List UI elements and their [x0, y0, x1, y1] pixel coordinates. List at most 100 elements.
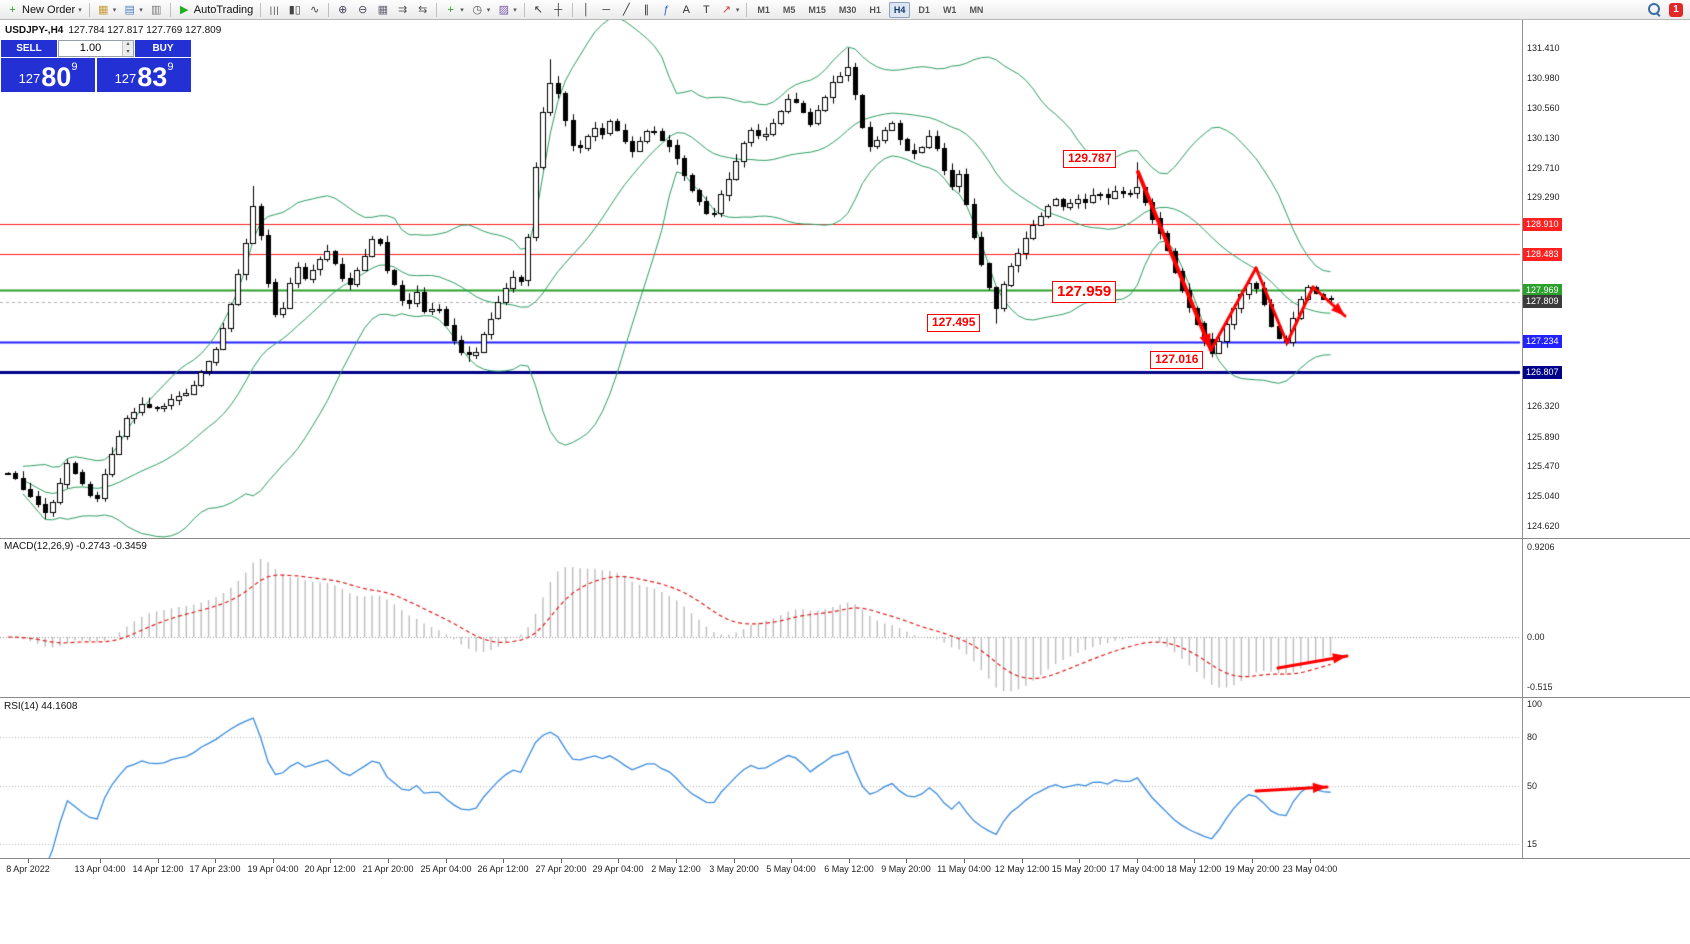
macd-indicator-label: MACD(12,26,9) -0.2743 -0.3459 [4, 541, 147, 552]
indicators-button[interactable]: + ▾ [441, 1, 467, 19]
time-axis-label: 6 May 12:00 [824, 864, 874, 874]
time-axis-tick [906, 859, 907, 863]
time-axis-label: 14 Apr 12:00 [132, 864, 184, 874]
price-axis-label: 130.560 [1527, 103, 1560, 113]
profiles-button[interactable]: ▤ ▾ [120, 1, 146, 19]
time-axis-label: 8 Apr 2022 [6, 864, 50, 874]
time-axis-label: 3 May 20:00 [709, 864, 759, 874]
price-level-badge: 128.483 [1523, 248, 1562, 261]
cursor-button[interactable]: ↖ [529, 1, 548, 19]
toolbar-separator [169, 2, 171, 17]
new-chart-button[interactable]: ▦ ▾ [94, 1, 120, 19]
autotrading-button[interactable]: ▶ AutoTrading [175, 1, 257, 19]
horizontal-line-button[interactable]: ─ [597, 1, 616, 19]
notification-badge[interactable]: 1 [1669, 2, 1683, 17]
time-axis-tick [849, 859, 850, 863]
time-axis-tick [388, 859, 389, 863]
cursor-icon: ↖ [533, 3, 543, 16]
price-axis-label: 130.130 [1527, 133, 1560, 143]
macd-panel-canvas[interactable] [0, 538, 1690, 698]
time-axis-label: 12 May 12:00 [994, 864, 1050, 874]
price-axis-separator[interactable] [1522, 20, 1523, 876]
timeframe-m30-button[interactable]: M30 [838, 4, 857, 15]
toolbar-separator [436, 2, 438, 17]
horizontal-line-icon: ─ [602, 3, 611, 16]
new-order-button[interactable]: + New Order ▾ [3, 1, 85, 19]
vertical-line-button[interactable]: │ [577, 1, 596, 19]
search-icon[interactable] [1648, 3, 1661, 16]
timeframe-d1-button[interactable]: D1 [918, 4, 930, 15]
time-axis-tick [273, 859, 274, 863]
buy-price-button[interactable]: 127 83 9 [97, 58, 191, 92]
rsi-axis-label: 50 [1527, 781, 1538, 791]
arrows-button[interactable]: ↗ ▾ [717, 1, 743, 19]
time-axis-label: 26 Apr 12:00 [477, 864, 529, 874]
price-level-badge: 127.969 [1523, 284, 1562, 297]
timeframe-h4-button[interactable]: H4 [888, 1, 911, 18]
line-chart-button[interactable]: ∿ [305, 1, 324, 19]
candlestick-chart-icon: ▮▯ [288, 3, 301, 16]
zoom-in-button[interactable]: ⊕ [333, 1, 352, 19]
crosshair-icon: ┼ [554, 3, 563, 16]
main-chart-canvas[interactable] [0, 20, 1690, 538]
macd-axis-label: 0.9206 [1527, 542, 1555, 552]
toolbar-separator [746, 2, 748, 17]
text-label-button[interactable]: T [697, 1, 716, 19]
templates-icon: ▨ [498, 3, 509, 16]
time-axis[interactable]: 8 Apr 2022 13 Apr 04:00 14 Apr 12:00 17 Apr… [0, 858, 1690, 876]
panel-splitter-rsi[interactable] [0, 697, 1690, 698]
sell-button[interactable]: SELL [1, 40, 57, 57]
auto-scroll-button[interactable]: ⇉ [393, 1, 412, 19]
timeframe-m5-button[interactable]: M5 [782, 4, 796, 15]
time-axis-tick [791, 859, 792, 863]
tile-windows-button[interactable]: ▦ [373, 1, 392, 19]
time-axis-tick [158, 859, 159, 863]
chart-ohlc-header: USDJPY-,H4 127.784 127.817 127.769 127.80… [5, 25, 221, 36]
toolbar-separator [523, 2, 525, 17]
price-axis-label: 131.410 [1527, 43, 1560, 53]
panel-splitter-macd[interactable] [0, 538, 1690, 539]
lot-size-stepper[interactable]: ▴ ▾ [122, 41, 133, 56]
periods-button[interactable]: ◷ ▾ [468, 1, 494, 19]
lot-size-value[interactable]: 1.00 [79, 42, 102, 54]
sell-price-button[interactable]: 127 80 9 [1, 58, 95, 92]
zoom-out-button[interactable]: ⊖ [353, 1, 372, 19]
zoom-out-icon: ⊖ [358, 3, 368, 16]
trendline-button[interactable]: ╱ [617, 1, 636, 19]
price-axis-label: 126.320 [1527, 401, 1560, 411]
timeframe-m15-button[interactable]: M15 [808, 4, 826, 15]
tile-windows-icon: ▦ [377, 3, 388, 16]
crosshair-button[interactable]: ┼ [549, 1, 568, 19]
market-watch-button[interactable]: ▥ [147, 1, 166, 19]
time-axis-tick [1252, 859, 1253, 863]
rsi-axis-label: 80 [1527, 732, 1538, 742]
timeframe-m1-button[interactable]: M1 [757, 4, 770, 15]
time-axis-label: 29 Apr 04:00 [592, 864, 644, 874]
rsi-panel-canvas[interactable] [0, 698, 1690, 858]
caret-down-icon: ▾ [513, 6, 517, 14]
rsi-axis-label: 100 [1527, 699, 1543, 709]
buy-button[interactable]: BUY [135, 40, 191, 57]
macd-axis-label: -0.515 [1527, 682, 1553, 692]
lot-decrease-icon[interactable]: ▾ [123, 48, 133, 56]
lot-increase-icon[interactable]: ▴ [123, 41, 133, 49]
equidistant-channel-button[interactable]: ∥ [637, 1, 656, 19]
time-axis-tick [28, 859, 29, 863]
fibonacci-button[interactable]: ƒ [657, 1, 676, 19]
price-callout: 127.959 [1052, 281, 1117, 303]
timeframe-mn-button[interactable]: MN [969, 4, 984, 15]
chart-shift-button[interactable]: ⇆ [413, 1, 432, 19]
indicators-icon: + [447, 3, 454, 16]
lot-size-field[interactable]: 1.00 ▴ ▾ [58, 40, 134, 57]
timeframe-w1-button[interactable]: W1 [942, 4, 957, 15]
candlestick-chart-button[interactable]: ▮▯ [285, 1, 304, 19]
rsi-indicator-label: RSI(14) 44.1608 [4, 701, 78, 712]
timeframe-h1-button[interactable]: H1 [869, 4, 881, 15]
bar-chart-button[interactable]: ||| [265, 1, 284, 19]
time-axis-label: 5 May 04:00 [766, 864, 816, 874]
time-axis-label: 2 May 12:00 [651, 864, 701, 874]
sell-price-pip: 9 [71, 61, 78, 73]
templates-button[interactable]: ▨ ▾ [494, 1, 520, 19]
text-button[interactable]: A [677, 1, 696, 19]
